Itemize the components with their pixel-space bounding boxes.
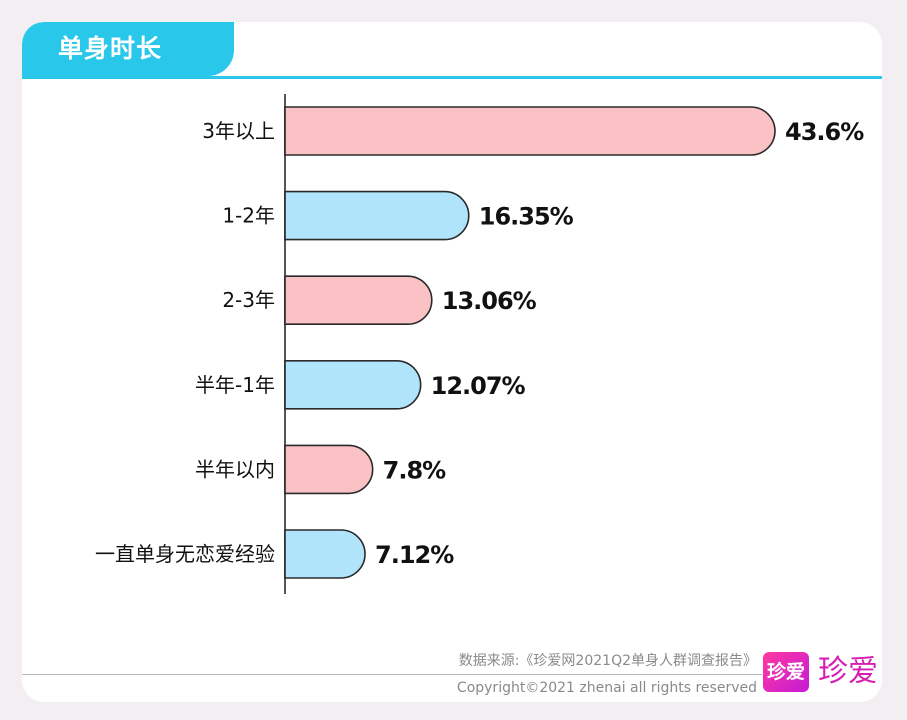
- chart-title: 单身时长: [22, 22, 234, 76]
- brand-name: 珍爱: [818, 654, 878, 689]
- bar-4: [284, 444, 374, 495]
- category-label-5: 一直单身无恋爱经验: [95, 542, 275, 566]
- bar-5: [284, 529, 366, 579]
- category-label-1: 1-2年: [222, 204, 275, 228]
- bars-group: [284, 106, 776, 579]
- value-label-3: 12.07%: [431, 372, 526, 400]
- copyright-note: Copyright©2021 zhenai all rights reserve…: [456, 680, 757, 696]
- value-label-5: 7.12%: [375, 541, 454, 569]
- category-label-0: 3年以上: [202, 119, 275, 143]
- footer-divider: [22, 674, 762, 675]
- value-label-1: 16.35%: [479, 203, 574, 231]
- labels-group: 3年以上 43.6% 1-2年 16.35% 2-3年 13.06% 半年-1年 12.07%…: [95, 118, 865, 569]
- value-label-2: 13.06%: [442, 287, 537, 315]
- bar-0: [284, 106, 776, 156]
- bar-3: [284, 360, 422, 410]
- category-label-3: 半年-1年: [195, 373, 275, 397]
- data-source-note: 数据来源:《珍爱网2021Q2单身人群调查报告》: [458, 653, 757, 669]
- bar-2: [284, 275, 433, 325]
- category-label-2: 2-3年: [222, 288, 275, 312]
- bar-1: [284, 190, 470, 241]
- bar-chart: 3年以上 43.6% 1-2年 16.35% 2-3年 13.06% 半年-1年 12.07%…: [95, 94, 865, 594]
- value-label-4: 7.8%: [383, 456, 447, 484]
- title-divider: [22, 76, 882, 79]
- category-label-4: 半年以内: [195, 457, 275, 481]
- value-label-0: 43.6%: [785, 118, 864, 146]
- chart-card: 单身时长 3年以上 43.6% 1-2年 16.35% 2-3年 13.06% 半年-1年 1…: [22, 22, 882, 702]
- brand-logo-mark: 珍爱: [763, 652, 809, 692]
